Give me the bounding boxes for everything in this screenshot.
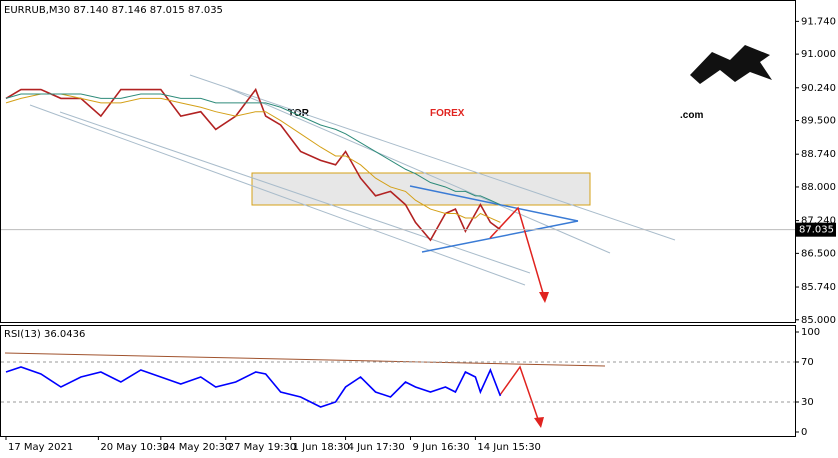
- rsi-trend-line: [4, 352, 606, 367]
- channel-line: [29, 104, 526, 286]
- series-line: [5, 87, 501, 242]
- y-tick-label: 30: [801, 397, 814, 408]
- forecast-arrow: [499, 365, 541, 426]
- y-tick-label: 91.000: [801, 49, 836, 60]
- y-tick-label: 70: [801, 357, 814, 368]
- channel-line: [227, 87, 611, 254]
- y-tick-label: 87.240: [801, 216, 836, 227]
- last-price-label: 87.035: [799, 225, 834, 236]
- price-pane-frame: [0, 0, 796, 323]
- chart-title: EURRUB,M30 87.140 87.146 87.015 87.035: [4, 5, 223, 16]
- arrow-head: [534, 417, 544, 428]
- y-tick-label: 88.000: [801, 182, 836, 193]
- y-tick-label: 86.500: [801, 248, 836, 259]
- x-tick-label: 27 May 19:30: [228, 442, 297, 453]
- rsi-pane-frame: [0, 325, 796, 437]
- x-tick-label: 24 May 20:30: [163, 442, 232, 453]
- triangle-line: [409, 185, 579, 222]
- x-tick-label: 17 May 2021: [8, 442, 73, 453]
- y-tick-label: 89.500: [801, 116, 836, 127]
- drawings: [4, 74, 676, 428]
- x-tick-label: 1 Jun 18:30: [293, 442, 350, 453]
- y-tick-label: 90.240: [801, 83, 836, 94]
- y-tick-label: 0: [801, 427, 807, 438]
- y-tick-label: 88.740: [801, 149, 836, 160]
- y-tick-label: 85.740: [801, 282, 836, 293]
- x-tick-label: 20 May 10:30: [100, 442, 169, 453]
- series-line: [5, 93, 501, 223]
- y-tick-label: 100: [801, 327, 820, 338]
- watermark: TOR FOREX .com: [288, 45, 772, 121]
- y-tick-label: 91.740: [801, 16, 836, 27]
- series-line: [5, 366, 502, 408]
- logo-part: FOREX: [430, 108, 465, 119]
- triangle-line: [421, 220, 579, 253]
- logo-part: TOR: [288, 108, 310, 119]
- y-tick-label: 85.000: [801, 315, 836, 326]
- channel-line: [189, 74, 676, 241]
- last-price-box: [796, 222, 836, 237]
- arrow-head: [539, 292, 549, 303]
- logo-part: .com: [680, 110, 703, 121]
- bull-icon: [690, 45, 772, 84]
- x-tick-label: 14 Jun 15:30: [477, 442, 541, 453]
- x-tick-label: 4 Jun 17:30: [348, 442, 405, 453]
- indicator-title: RSI(13) 36.0436: [4, 329, 85, 340]
- series-line: [5, 93, 501, 206]
- x-tick-label: 9 Jun 16:30: [412, 442, 469, 453]
